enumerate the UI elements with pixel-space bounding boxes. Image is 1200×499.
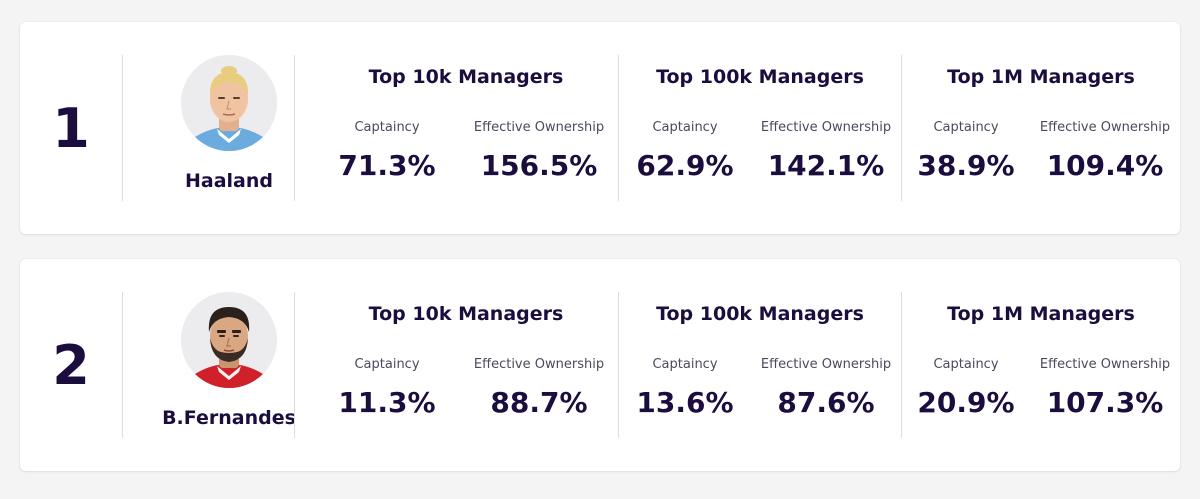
stat-label: Effective Ownership xyxy=(1039,357,1171,372)
stat-label: Effective Ownership xyxy=(1039,120,1171,135)
stat-label: Captaincy xyxy=(652,120,718,135)
player-avatar-icon xyxy=(181,55,277,151)
captaincy-stat: Captaincy 20.9% xyxy=(902,357,1030,419)
stat-label: Captaincy xyxy=(933,357,999,372)
player-card-1[interactable]: 1 Haaland xyxy=(20,22,1180,234)
stat-value: 109.4% xyxy=(1046,149,1164,182)
divider xyxy=(294,55,295,201)
tier-title: Top 100k Managers xyxy=(656,303,864,325)
stat-value: 156.5% xyxy=(480,149,598,182)
stat-value: 107.3% xyxy=(1046,386,1164,419)
stat-value: 11.3% xyxy=(338,386,436,419)
effective-ownership-stat: Effective Ownership 142.1% xyxy=(751,120,901,182)
captaincy-stat: Captaincy 11.3% xyxy=(314,357,460,419)
stat-label: Effective Ownership xyxy=(473,120,605,135)
stat-value: 88.7% xyxy=(490,386,588,419)
stat-label: Captaincy xyxy=(652,357,718,372)
divider xyxy=(618,292,619,438)
divider xyxy=(122,55,123,201)
player-card-2[interactable]: 2 xyxy=(20,259,1180,471)
player-avatar-icon xyxy=(181,292,277,388)
tier-top-100k: Top 100k Managers Captaincy 62.9% Effect… xyxy=(619,22,901,234)
tier-top-10k: Top 10k Managers Captaincy 71.3% Effecti… xyxy=(314,22,618,234)
stat-label: Captaincy xyxy=(354,357,420,372)
stat-value: 142.1% xyxy=(767,149,885,182)
divider xyxy=(294,292,295,438)
stat-label: Effective Ownership xyxy=(760,357,892,372)
stat-label: Captaincy xyxy=(933,120,999,135)
tier-title: Top 10k Managers xyxy=(368,66,564,88)
divider xyxy=(901,292,902,438)
tier-title: Top 10k Managers xyxy=(368,303,564,325)
tier-top-1m: Top 1M Managers Captaincy 20.9% Effectiv… xyxy=(902,259,1180,471)
captaincy-stat: Captaincy 13.6% xyxy=(619,357,751,419)
tier-title: Top 100k Managers xyxy=(656,66,864,88)
captaincy-stat: Captaincy 38.9% xyxy=(902,120,1030,182)
divider xyxy=(618,55,619,201)
rank-number: 2 xyxy=(52,333,90,397)
effective-ownership-stat: Effective Ownership 88.7% xyxy=(460,357,618,419)
stat-value: 71.3% xyxy=(338,149,436,182)
stat-label: Effective Ownership xyxy=(473,357,605,372)
rank-number: 1 xyxy=(52,96,90,160)
stat-label: Captaincy xyxy=(354,120,420,135)
stat-value: 62.9% xyxy=(636,149,734,182)
divider xyxy=(122,292,123,438)
tier-top-1m: Top 1M Managers Captaincy 38.9% Effectiv… xyxy=(902,22,1180,234)
player-info: Haaland xyxy=(144,22,314,234)
player-name: Haaland xyxy=(184,170,273,192)
effective-ownership-stat: Effective Ownership 156.5% xyxy=(460,120,618,182)
stat-value: 20.9% xyxy=(917,386,1015,419)
divider xyxy=(901,55,902,201)
stat-value: 13.6% xyxy=(636,386,734,419)
player-name: B.Fernandes xyxy=(162,407,296,429)
stat-value: 38.9% xyxy=(917,149,1015,182)
effective-ownership-stat: Effective Ownership 87.6% xyxy=(751,357,901,419)
effective-ownership-stat: Effective Ownership 109.4% xyxy=(1030,120,1180,182)
effective-ownership-stat: Effective Ownership 107.3% xyxy=(1030,357,1180,419)
tier-top-100k: Top 100k Managers Captaincy 13.6% Effect… xyxy=(619,259,901,471)
tier-title: Top 1M Managers xyxy=(947,66,1135,88)
tier-top-10k: Top 10k Managers Captaincy 11.3% Effecti… xyxy=(314,259,618,471)
player-info: B.Fernandes xyxy=(144,259,314,471)
stat-label: Effective Ownership xyxy=(760,120,892,135)
captaincy-stat: Captaincy 71.3% xyxy=(314,120,460,182)
tier-title: Top 1M Managers xyxy=(947,303,1135,325)
captaincy-stat: Captaincy 62.9% xyxy=(619,120,751,182)
stat-value: 87.6% xyxy=(777,386,875,419)
